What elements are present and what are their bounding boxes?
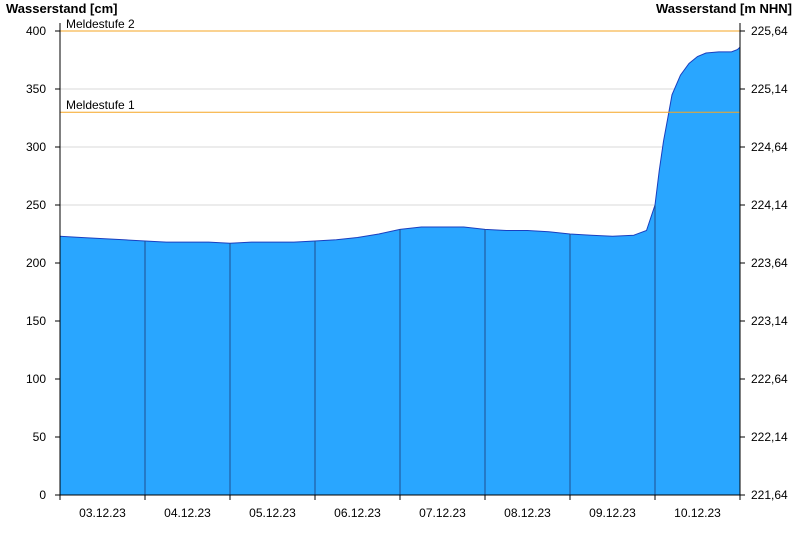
y-tick-label-left: 50 — [33, 430, 47, 444]
y-tick-label-left: 200 — [26, 256, 46, 270]
x-tick-label: 08.12.23 — [504, 506, 551, 520]
y-tick-label-left: 300 — [26, 140, 46, 154]
x-tick-label: 04.12.23 — [164, 506, 211, 520]
x-tick-label: 07.12.23 — [419, 506, 466, 520]
y-tick-label-right: 224,14 — [751, 198, 788, 212]
reference-line-label: Meldestufe 1 — [66, 98, 135, 112]
y-tick-label-left: 100 — [26, 372, 46, 386]
x-tick-label: 06.12.23 — [334, 506, 381, 520]
y-tick-label-right: 225,64 — [751, 24, 788, 38]
y-tick-label-right: 222,14 — [751, 430, 788, 444]
y-tick-label-left: 400 — [26, 24, 46, 38]
x-tick-label: 03.12.23 — [79, 506, 126, 520]
y-tick-label-right: 221,64 — [751, 488, 788, 502]
x-tick-label: 05.12.23 — [249, 506, 296, 520]
x-tick-label: 10.12.23 — [674, 506, 721, 520]
y-axis-right-title: Wasserstand [m NHN] — [656, 1, 792, 16]
x-tick-label: 09.12.23 — [589, 506, 636, 520]
y-tick-label-right: 222,64 — [751, 372, 788, 386]
y-tick-label-right: 224,64 — [751, 140, 788, 154]
y-tick-label-left: 0 — [39, 488, 46, 502]
axes: 0 221,64 50 222,14 100 222,64 150 223,14 200 223,… — [26, 23, 788, 520]
y-tick-label-left: 350 — [26, 82, 46, 96]
y-tick-label-left: 250 — [26, 198, 46, 212]
series-area — [59, 46, 741, 496]
y-tick-label-left: 150 — [26, 314, 46, 328]
y-axis-left-title: Wasserstand [cm] — [6, 1, 118, 16]
y-tick-label-right: 223,64 — [751, 256, 788, 270]
reference-line-label: Meldestufe 2 — [66, 17, 135, 31]
y-tick-label-right: 223,14 — [751, 314, 788, 328]
y-tick-label-right: 225,14 — [751, 82, 788, 96]
reference-lines: Meldestufe 2 Meldestufe 1 — [60, 17, 740, 113]
